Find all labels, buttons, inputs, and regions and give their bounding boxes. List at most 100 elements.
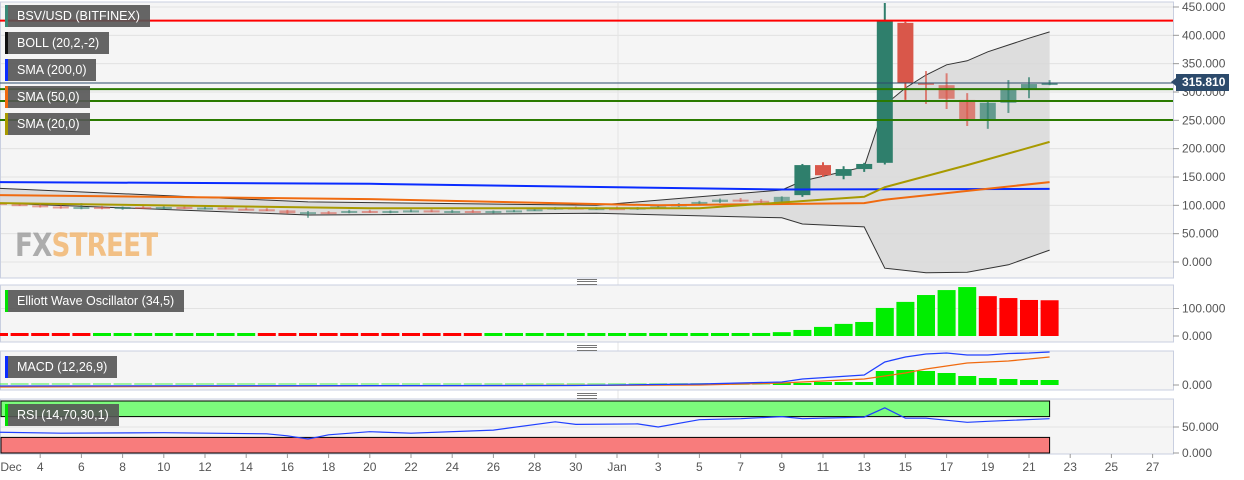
candle-body [918, 82, 934, 85]
macd-histogram-bar [463, 383, 482, 385]
x-tick-label: 30 [569, 460, 583, 474]
ewo-bar [319, 333, 338, 336]
ewo-bar [278, 333, 297, 336]
candle-body [114, 207, 131, 210]
ewo-bar [237, 333, 256, 336]
macd-histogram-bar [937, 373, 956, 385]
candle-body [753, 200, 770, 203]
legend-color-ewo [5, 290, 8, 312]
macd-histogram-bar [0, 383, 8, 385]
x-tick-label: 20 [363, 460, 377, 474]
legend-label: SMA (200,0) [17, 63, 87, 77]
candle-body [959, 99, 976, 120]
ewo-bar [402, 333, 420, 336]
ewo-bar [381, 333, 400, 336]
rsi-overbought-zone [0, 400, 1051, 418]
ewo-bar [422, 333, 441, 336]
macd-histogram-bar [175, 383, 194, 385]
legend-pair[interactable]: BSV/USD (BITFINEX) [5, 5, 150, 27]
ewo-bar [566, 333, 585, 336]
macd-histogram-bar [1020, 380, 1038, 385]
x-tick-label: 23 [1064, 460, 1078, 474]
ewo-bar [257, 333, 276, 336]
fxstreet-watermark: FXSTREET [15, 226, 159, 264]
macd-histogram-bar [257, 383, 276, 385]
x-tick-label: 10 [157, 460, 171, 474]
y-tick-label: 50.000 [1182, 227, 1219, 241]
x-tick-label: 11 [817, 460, 830, 474]
y-tick-label: 0.000 [1182, 446, 1212, 460]
legend-sma20[interactable]: SMA (20,0) [5, 113, 90, 135]
macd-histogram-bar [237, 383, 256, 385]
ewo-bar [875, 307, 894, 336]
macd-histogram-bar [608, 383, 626, 385]
x-tick-label: 6 [78, 460, 85, 474]
x-tick-label: Jan [607, 460, 626, 474]
ewo-bar [896, 301, 915, 336]
x-tick-label: 3 [655, 460, 662, 474]
macd-histogram-bar [917, 371, 935, 385]
candle-body [876, 21, 893, 163]
macd-histogram-bar [855, 382, 874, 385]
candle-body [794, 165, 811, 196]
ewo-bar [31, 333, 50, 336]
ewo-bar [299, 333, 317, 336]
macd-histogram-bar [484, 383, 503, 385]
pane-resize-handle[interactable] [577, 345, 597, 351]
pane-resize-handle[interactable] [577, 393, 597, 399]
current-price-tag: 315.810 [1170, 74, 1230, 91]
rsi-line [0, 407, 1050, 440]
macd-histogram-bar [875, 371, 894, 385]
candle-body [238, 208, 255, 211]
candle-body [897, 22, 914, 83]
candle-body [11, 204, 28, 207]
candle-body [176, 207, 193, 210]
candle-body [1021, 84, 1037, 90]
macd-histogram-bar [340, 383, 359, 385]
legend-macd[interactable]: MACD (12,26,9) [5, 356, 118, 378]
macd-histogram-bar [505, 383, 523, 385]
legend-ewo[interactable]: Elliott Wave Oscillator (34,5) [5, 290, 185, 312]
legend-color-sma20 [5, 113, 8, 135]
x-tick-label: 9 [778, 460, 785, 474]
legend-sma50[interactable]: SMA (50,0) [5, 86, 90, 108]
ewo-bar [628, 333, 647, 336]
candle-body [815, 165, 831, 176]
watermark-street: STREET [51, 226, 159, 264]
candle-body [1041, 83, 1058, 86]
legend-label: MACD (12,26,9) [17, 360, 108, 374]
ewo-bar [958, 287, 977, 336]
legend-boll[interactable]: BOLL (20,2,-2) [5, 32, 110, 54]
macd-histogram-bar [196, 383, 214, 385]
macd-histogram-bar [299, 383, 317, 385]
y-tick-label: 100.000 [1182, 198, 1226, 212]
candle-body [155, 207, 172, 210]
x-tick-label: 7 [737, 460, 744, 474]
macd-histogram-bar [10, 383, 29, 385]
macd-histogram-bar [51, 383, 70, 385]
x-tick-label: 12 [198, 460, 212, 474]
y-tick-label: 0.000 [1182, 255, 1212, 269]
y-tick-label: 200.000 [1182, 142, 1226, 156]
pane-resize-handle[interactable] [577, 279, 597, 285]
legend-sma200[interactable]: SMA (200,0) [5, 59, 97, 81]
ewo-bar [10, 333, 29, 336]
ewo-bar [814, 326, 832, 336]
legend-color-pair [5, 5, 8, 27]
macd-histogram-bar [278, 383, 297, 385]
candle-body [423, 210, 440, 213]
legend-label: Elliott Wave Oscillator (34,5) [17, 294, 175, 308]
bollinger-lower-line [0, 202, 1050, 274]
macd-histogram-bar [31, 383, 50, 385]
ewo-bar [1020, 299, 1038, 336]
legend-label: RSI (14,70,30,1) [17, 408, 109, 422]
x-tick-label: 24 [446, 460, 460, 474]
legend-rsi[interactable]: RSI (14,70,30,1) [5, 404, 119, 426]
candle-body [197, 207, 213, 210]
legend-label: BOLL (20,2,-2) [17, 36, 100, 50]
macd-histogram-bar [402, 383, 420, 385]
y-tick-label: 450.000 [1182, 0, 1226, 14]
legend-label: SMA (20,0) [17, 117, 80, 131]
candle-body [320, 212, 337, 215]
